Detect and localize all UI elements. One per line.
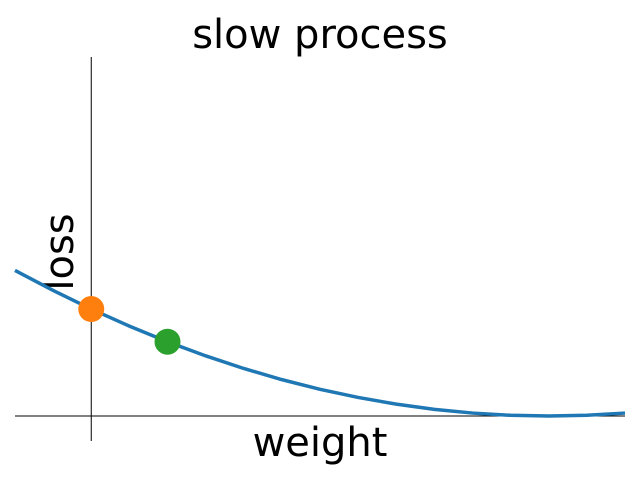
x-axis-label: weight: [253, 420, 388, 466]
loss-curve: [14, 268, 626, 418]
point: [154, 328, 181, 355]
point: [78, 296, 105, 323]
y-axis-label: loss: [37, 213, 83, 290]
chart-title: slow process: [192, 12, 448, 58]
